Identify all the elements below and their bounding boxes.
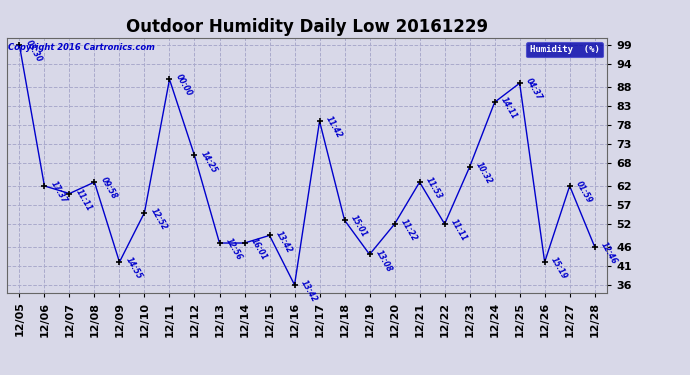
Text: 11:53: 11:53 <box>424 176 444 201</box>
Text: 15:19: 15:19 <box>549 256 569 281</box>
Text: 00:00: 00:00 <box>174 73 194 98</box>
Text: 11:22: 11:22 <box>399 217 419 243</box>
Text: 12:46: 12:46 <box>599 240 619 266</box>
Text: 11:11: 11:11 <box>74 187 94 212</box>
Text: 14:25: 14:25 <box>199 149 219 174</box>
Text: Copyright 2016 Cartronics.com: Copyright 2016 Cartronics.com <box>8 43 155 52</box>
Text: 12:52: 12:52 <box>149 206 169 231</box>
Legend: Humidity  (%): Humidity (%) <box>526 42 602 57</box>
Text: 13:42: 13:42 <box>274 229 294 254</box>
Text: 03:30: 03:30 <box>24 39 43 64</box>
Text: 11:11: 11:11 <box>449 217 469 243</box>
Text: 10:32: 10:32 <box>474 160 494 186</box>
Text: 14:55: 14:55 <box>124 256 144 281</box>
Text: 16:01: 16:01 <box>249 237 269 262</box>
Text: 13:42: 13:42 <box>299 279 319 304</box>
Text: 09:58: 09:58 <box>99 176 119 201</box>
Title: Outdoor Humidity Daily Low 20161229: Outdoor Humidity Daily Low 20161229 <box>126 18 488 36</box>
Text: 14:11: 14:11 <box>499 96 519 121</box>
Text: 15:01: 15:01 <box>349 214 369 239</box>
Text: 13:08: 13:08 <box>374 248 394 273</box>
Text: 11:42: 11:42 <box>324 115 344 140</box>
Text: 17:37: 17:37 <box>49 180 69 205</box>
Text: 04:37: 04:37 <box>524 77 544 102</box>
Text: 12:56: 12:56 <box>224 237 244 262</box>
Text: 01:59: 01:59 <box>574 180 594 205</box>
